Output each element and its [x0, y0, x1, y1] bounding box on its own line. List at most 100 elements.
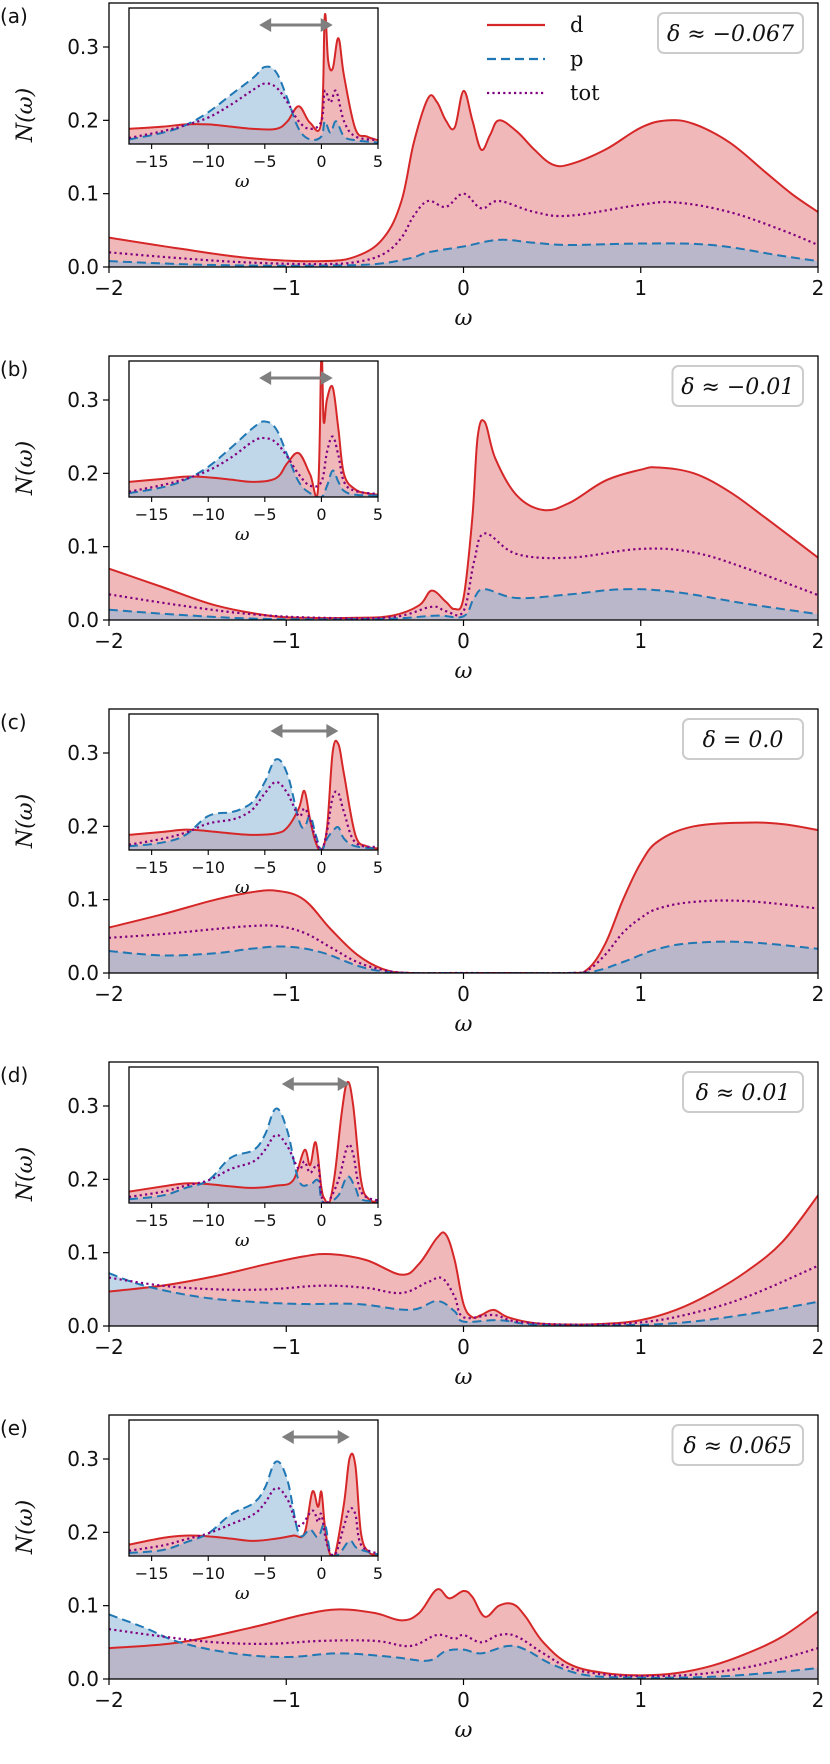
- inset-a: −15 −10 −5 0 5 ω: [128, 7, 383, 192]
- main-a-d-fill: [109, 90, 818, 267]
- x-axis-label: ω: [455, 1365, 473, 1390]
- y-axis-label: N(ω): [13, 88, 38, 143]
- x-axis-label: ω: [455, 306, 473, 331]
- x-tick-label: −2: [94, 629, 123, 653]
- y-tick-label: 0.2: [67, 461, 99, 485]
- inset-x-tick-label: −5: [253, 505, 277, 524]
- legend-label-d: d: [570, 13, 583, 37]
- inset-a-d-line: [129, 12, 378, 142]
- inset-c-p-fill: [129, 759, 378, 850]
- y-axis-label: N(ω): [13, 441, 38, 496]
- x-tick-label: 0: [457, 629, 470, 653]
- main-b-d-line: [109, 419, 818, 620]
- main-d-d-fill: [109, 1195, 818, 1326]
- y-tick-label: 0.0: [67, 961, 99, 985]
- inset-a-d-fill: [129, 13, 378, 144]
- y-tick-label: 0.3: [67, 1447, 99, 1471]
- x-tick-label: −2: [94, 1335, 123, 1359]
- inset-frame: [128, 713, 379, 851]
- delta-box: [657, 12, 804, 54]
- y-tick-label: 0.2: [67, 108, 99, 132]
- inset-x-tick-label: −5: [253, 152, 277, 171]
- x-tick-label: −2: [94, 1688, 123, 1712]
- panel-label: (a): [0, 4, 28, 28]
- y-axis-label: N(ω): [13, 794, 38, 849]
- y-tick-label: 0.1: [67, 888, 99, 912]
- main-c-d-fill: [109, 822, 818, 973]
- inset-d-p-fill: [129, 1108, 378, 1203]
- inset-c-p-line: [129, 758, 378, 850]
- inset-x-axis-label: ω: [235, 524, 250, 545]
- y-tick-label: 0.1: [67, 535, 99, 559]
- inset-frame: [128, 7, 379, 145]
- inset-frame: [128, 1419, 379, 1557]
- inset-d-d-line: [129, 1080, 378, 1203]
- inset-b-d-fill: [129, 361, 378, 497]
- inset-x-tick-label: −5: [253, 858, 277, 877]
- main-e-p-line: [109, 1613, 818, 1679]
- inset-x-tick-label: −15: [135, 1211, 169, 1230]
- inset-x-tick-label: 0: [316, 152, 326, 171]
- x-tick-label: −2: [94, 982, 123, 1006]
- x-tick-label: 2: [812, 1335, 825, 1359]
- delta-label: δ ≈ 0.01: [696, 1081, 791, 1106]
- inset-x-axis-label: ω: [235, 171, 250, 192]
- inset-x-tick-label: −10: [191, 1211, 225, 1230]
- inset-a-p-line: [129, 65, 378, 144]
- delta-box: [682, 718, 804, 760]
- inset-arrow-left-head: [270, 724, 283, 738]
- x-tick-label: 1: [634, 629, 647, 653]
- delta-box: [671, 365, 804, 407]
- y-tick-label: 0.3: [67, 1094, 99, 1118]
- main-a-p-fill: [109, 239, 818, 267]
- x-tick-label: 2: [812, 629, 825, 653]
- inset-arrow-left-head: [259, 18, 272, 32]
- inset-c-d-line: [129, 739, 378, 850]
- inset-x-tick-label: 0: [316, 1564, 326, 1583]
- main-c-d-line: [109, 821, 818, 973]
- x-axis-label: ω: [455, 1012, 473, 1037]
- x-tick-label: −2: [94, 276, 123, 300]
- inset-arrow-left-head: [281, 1430, 294, 1444]
- x-tick-label: −1: [272, 629, 301, 653]
- inset-b-tot-line: [129, 435, 378, 496]
- x-tick-label: 2: [812, 276, 825, 300]
- inset-e: −15 −10 −5 0 5 ω: [128, 1419, 383, 1604]
- delta-box: [682, 1071, 804, 1113]
- delta-box: [671, 1424, 804, 1466]
- inset-x-tick-label: 0: [316, 858, 326, 877]
- inset-d: −15 −10 −5 0 5 ω: [128, 1066, 383, 1251]
- main-e-d-line: [109, 1588, 818, 1677]
- inset-arrow-right-head: [320, 371, 333, 385]
- delta-label: δ ≈ −0.067: [667, 22, 794, 47]
- y-tick-label: 0.3: [67, 388, 99, 412]
- main-d-d-line: [109, 1194, 818, 1326]
- inset-arrow-left-head: [259, 371, 272, 385]
- delta-label: δ ≈ −0.01: [681, 375, 794, 400]
- x-tick-label: −1: [272, 1688, 301, 1712]
- panel-label: (e): [0, 1416, 28, 1440]
- panel-b: −2 −1 0 1 20.00.10.20.3ωN(ω)(b)δ ≈ −0.01−15−…: [0, 355, 825, 684]
- x-tick-label: 1: [634, 1335, 647, 1359]
- main-d-p-fill: [109, 1273, 818, 1326]
- inset-x-tick-label: −10: [191, 858, 225, 877]
- y-tick-label: 0.1: [67, 1594, 99, 1618]
- x-tick-label: 0: [457, 1335, 470, 1359]
- y-tick-label: 0.0: [67, 1667, 99, 1691]
- inset-a-tot-line: [129, 82, 378, 142]
- inset-x-tick-label: 5: [373, 858, 383, 877]
- panel-label: (b): [0, 357, 28, 381]
- x-tick-label: 2: [812, 1688, 825, 1712]
- inset-x-tick-label: 0: [316, 1211, 326, 1230]
- legend-label-tot: tot: [570, 81, 600, 105]
- inset-e-d-line: [129, 1452, 378, 1556]
- panel-label: (c): [0, 710, 27, 734]
- inset-e-tot-line: [129, 1486, 378, 1556]
- inset-x-tick-label: 0: [316, 505, 326, 524]
- x-tick-label: −1: [272, 982, 301, 1006]
- inset-x-axis-label: ω: [235, 877, 250, 898]
- main-d-p-line: [109, 1272, 818, 1326]
- legend: dp tot: [487, 13, 600, 105]
- main-e-p-fill: [109, 1614, 818, 1679]
- panel-d: −2 −1 0 1 20.00.10.20.3ωN(ω)(d)δ ≈ 0.01−15 −1…: [0, 1061, 825, 1390]
